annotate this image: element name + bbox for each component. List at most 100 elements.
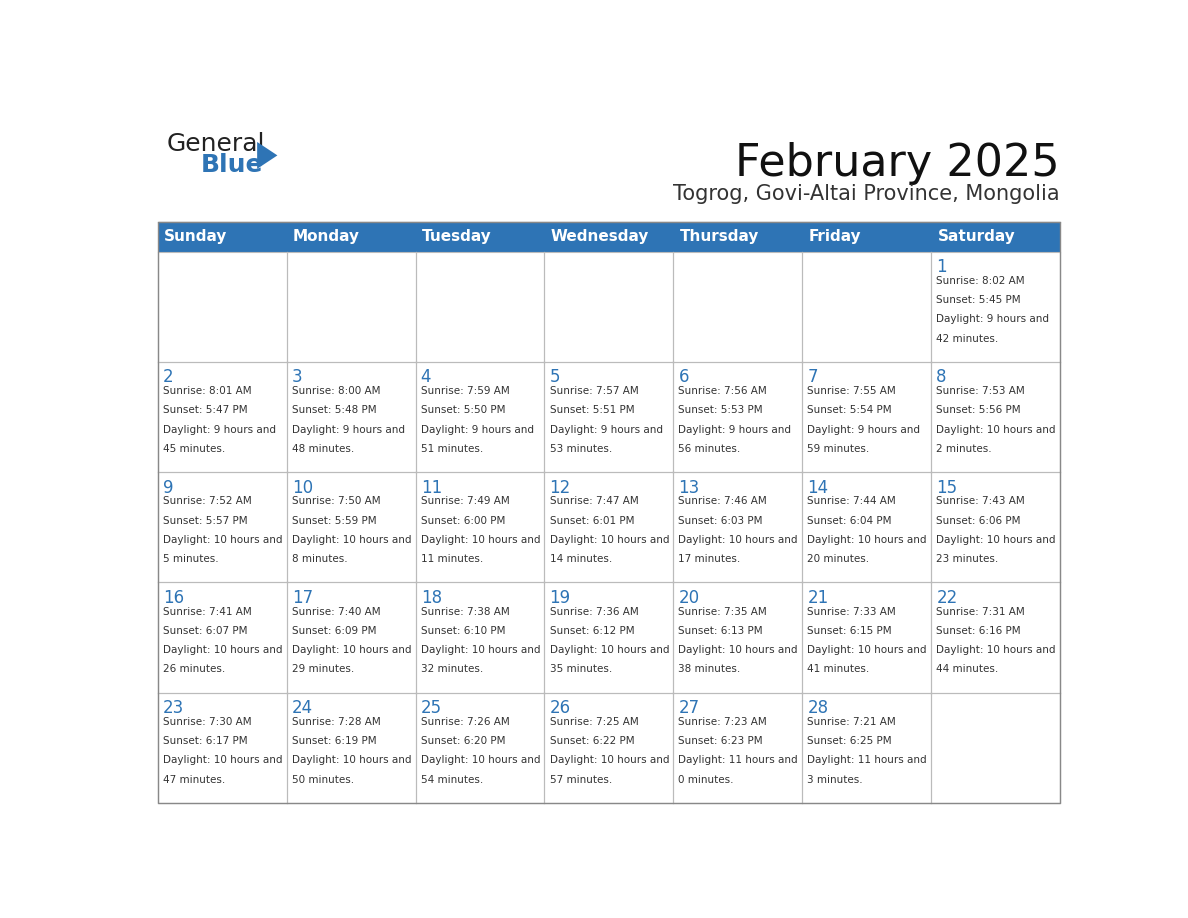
Text: Daylight: 10 hours and: Daylight: 10 hours and (936, 645, 1056, 655)
Text: 59 minutes.: 59 minutes. (808, 444, 870, 454)
Text: February 2025: February 2025 (735, 142, 1060, 185)
Text: Sunset: 5:45 PM: Sunset: 5:45 PM (936, 295, 1020, 305)
Text: 41 minutes.: 41 minutes. (808, 665, 870, 675)
Text: Togrog, Govi-Altai Province, Mongolia: Togrog, Govi-Altai Province, Mongolia (674, 185, 1060, 205)
Text: Friday: Friday (809, 230, 861, 244)
Text: 3: 3 (292, 368, 303, 386)
Text: Daylight: 10 hours and: Daylight: 10 hours and (678, 535, 798, 545)
Text: 7: 7 (808, 368, 817, 386)
Text: 14: 14 (808, 478, 828, 497)
Text: 20 minutes.: 20 minutes. (808, 554, 870, 565)
Text: Daylight: 10 hours and: Daylight: 10 hours and (936, 425, 1056, 434)
Text: 19: 19 (550, 589, 570, 607)
Text: Daylight: 9 hours and: Daylight: 9 hours and (292, 425, 405, 434)
Text: Sunset: 5:56 PM: Sunset: 5:56 PM (936, 406, 1020, 415)
Text: 10: 10 (292, 478, 312, 497)
Text: 5: 5 (550, 368, 560, 386)
Text: Sunset: 6:06 PM: Sunset: 6:06 PM (936, 516, 1020, 526)
Text: Daylight: 10 hours and: Daylight: 10 hours and (292, 535, 411, 545)
Bar (286, 222, 416, 252)
Text: Sunrise: 7:44 AM: Sunrise: 7:44 AM (808, 497, 896, 507)
Text: Daylight: 9 hours and: Daylight: 9 hours and (808, 425, 921, 434)
Text: Sunrise: 7:46 AM: Sunrise: 7:46 AM (678, 497, 767, 507)
Text: Sunrise: 7:21 AM: Sunrise: 7:21 AM (808, 717, 896, 727)
Text: Daylight: 10 hours and: Daylight: 10 hours and (421, 645, 541, 655)
Text: 8 minutes.: 8 minutes. (292, 554, 347, 565)
Bar (416, 222, 544, 252)
Bar (674, 222, 802, 252)
Text: Sunrise: 7:50 AM: Sunrise: 7:50 AM (292, 497, 380, 507)
Text: Saturday: Saturday (937, 230, 1016, 244)
Text: Sunset: 6:20 PM: Sunset: 6:20 PM (421, 736, 505, 746)
Text: Sunset: 5:50 PM: Sunset: 5:50 PM (421, 406, 505, 415)
Text: 25: 25 (421, 700, 442, 717)
Bar (158, 222, 286, 252)
Text: Sunrise: 7:49 AM: Sunrise: 7:49 AM (421, 497, 510, 507)
Text: Thursday: Thursday (680, 230, 759, 244)
Text: Sunrise: 7:40 AM: Sunrise: 7:40 AM (292, 607, 380, 617)
Text: Sunrise: 7:35 AM: Sunrise: 7:35 AM (678, 607, 767, 617)
Text: Sunrise: 7:41 AM: Sunrise: 7:41 AM (163, 607, 252, 617)
Text: Sunrise: 7:28 AM: Sunrise: 7:28 AM (292, 717, 380, 727)
Text: Sunset: 6:00 PM: Sunset: 6:00 PM (421, 516, 505, 526)
Text: Sunset: 5:54 PM: Sunset: 5:54 PM (808, 406, 892, 415)
Text: Sunset: 6:12 PM: Sunset: 6:12 PM (550, 626, 634, 636)
Text: 2: 2 (163, 368, 173, 386)
Text: Sunset: 5:57 PM: Sunset: 5:57 PM (163, 516, 247, 526)
Text: Sunset: 6:10 PM: Sunset: 6:10 PM (421, 626, 505, 636)
Text: 6: 6 (678, 368, 689, 386)
Text: 17 minutes.: 17 minutes. (678, 554, 740, 565)
Text: Daylight: 10 hours and: Daylight: 10 hours and (936, 535, 1056, 545)
Text: Sunrise: 8:00 AM: Sunrise: 8:00 AM (292, 386, 380, 396)
Text: Sunrise: 7:53 AM: Sunrise: 7:53 AM (936, 386, 1025, 396)
Text: Sunset: 5:48 PM: Sunset: 5:48 PM (292, 406, 377, 415)
Text: 21: 21 (808, 589, 828, 607)
Text: Sunrise: 7:38 AM: Sunrise: 7:38 AM (421, 607, 510, 617)
Text: 42 minutes.: 42 minutes. (936, 333, 998, 343)
Text: 24: 24 (292, 700, 312, 717)
Text: Sunset: 6:19 PM: Sunset: 6:19 PM (292, 736, 377, 746)
Text: Sunrise: 7:55 AM: Sunrise: 7:55 AM (808, 386, 896, 396)
Text: 29 minutes.: 29 minutes. (292, 665, 354, 675)
Text: Sunrise: 7:59 AM: Sunrise: 7:59 AM (421, 386, 510, 396)
Text: Sunset: 6:22 PM: Sunset: 6:22 PM (550, 736, 634, 746)
Text: Daylight: 10 hours and: Daylight: 10 hours and (678, 645, 798, 655)
Text: Daylight: 9 hours and: Daylight: 9 hours and (678, 425, 791, 434)
Text: Daylight: 10 hours and: Daylight: 10 hours and (292, 756, 411, 766)
Text: Daylight: 10 hours and: Daylight: 10 hours and (550, 756, 669, 766)
Text: 13: 13 (678, 478, 700, 497)
Bar (931, 222, 1060, 252)
Text: 4: 4 (421, 368, 431, 386)
Text: Sunset: 6:25 PM: Sunset: 6:25 PM (808, 736, 892, 746)
Text: Sunrise: 8:01 AM: Sunrise: 8:01 AM (163, 386, 252, 396)
Text: 14 minutes.: 14 minutes. (550, 554, 612, 565)
Text: Daylight: 10 hours and: Daylight: 10 hours and (550, 535, 669, 545)
Text: Daylight: 9 hours and: Daylight: 9 hours and (936, 314, 1049, 324)
Text: Sunrise: 7:47 AM: Sunrise: 7:47 AM (550, 497, 638, 507)
Text: 8: 8 (936, 368, 947, 386)
Text: Sunrise: 7:31 AM: Sunrise: 7:31 AM (936, 607, 1025, 617)
Text: Sunset: 5:59 PM: Sunset: 5:59 PM (292, 516, 377, 526)
Text: Daylight: 10 hours and: Daylight: 10 hours and (550, 645, 669, 655)
Text: 17: 17 (292, 589, 312, 607)
Text: 27: 27 (678, 700, 700, 717)
Text: Sunday: Sunday (164, 230, 228, 244)
Text: Sunset: 6:15 PM: Sunset: 6:15 PM (808, 626, 892, 636)
Text: Sunset: 6:03 PM: Sunset: 6:03 PM (678, 516, 763, 526)
Text: Daylight: 10 hours and: Daylight: 10 hours and (163, 756, 283, 766)
Text: Daylight: 9 hours and: Daylight: 9 hours and (163, 425, 276, 434)
Text: Sunrise: 7:57 AM: Sunrise: 7:57 AM (550, 386, 638, 396)
Text: 18: 18 (421, 589, 442, 607)
Text: 23: 23 (163, 700, 184, 717)
Text: 56 minutes.: 56 minutes. (678, 444, 740, 454)
Text: Sunset: 6:13 PM: Sunset: 6:13 PM (678, 626, 763, 636)
Text: 5 minutes.: 5 minutes. (163, 554, 219, 565)
Text: Sunset: 6:17 PM: Sunset: 6:17 PM (163, 736, 247, 746)
Text: Sunrise: 7:26 AM: Sunrise: 7:26 AM (421, 717, 510, 727)
Text: 2 minutes.: 2 minutes. (936, 444, 992, 454)
Text: Sunset: 5:53 PM: Sunset: 5:53 PM (678, 406, 763, 415)
Bar (544, 222, 674, 252)
Text: Daylight: 10 hours and: Daylight: 10 hours and (421, 756, 541, 766)
Text: Sunset: 6:09 PM: Sunset: 6:09 PM (292, 626, 377, 636)
Text: Sunrise: 8:02 AM: Sunrise: 8:02 AM (936, 275, 1025, 285)
